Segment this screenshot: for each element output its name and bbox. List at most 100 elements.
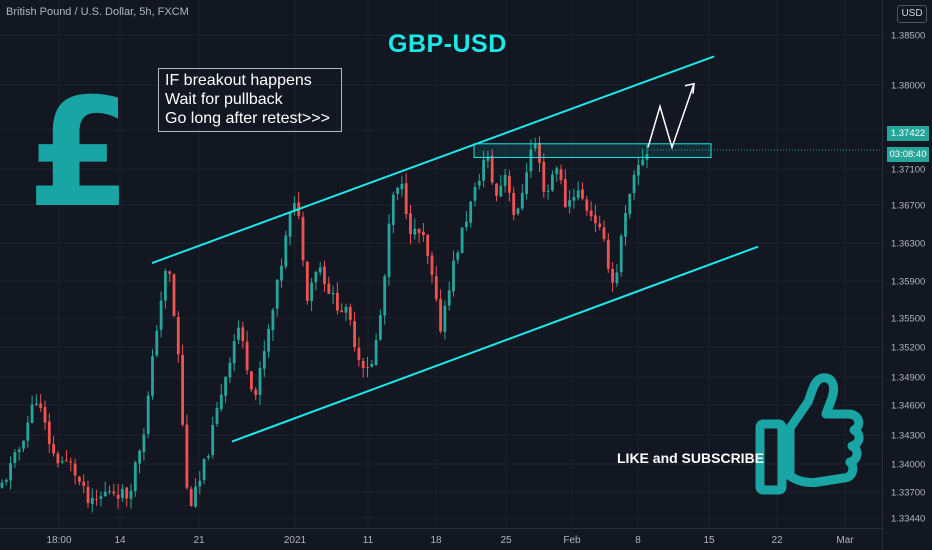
candle-body [374,339,378,366]
candle-body [327,283,331,294]
time-tick-label: 18:00 [46,535,71,546]
candle-body [391,194,395,225]
candle-body [47,421,51,444]
time-axis: 18:00 14 21 2021 11 18 25 Feb 8 15 22 Mar [46,535,854,546]
candle-body [563,179,567,208]
candle-body [99,496,103,499]
candle-body [576,190,580,198]
candle-body [138,450,141,464]
candle-body [90,497,94,505]
candle-body [30,404,34,423]
resistance-zone [473,143,712,158]
candle-body [568,200,571,207]
candle-body [164,270,167,301]
candle-body [60,461,64,463]
candle-body [323,266,326,284]
candle-body [353,321,356,348]
candle-body [314,271,318,283]
price-tick-label: 1.34600 [891,401,925,412]
candle-body [176,316,180,355]
candle-body [447,290,451,306]
candle-body [103,491,107,497]
candle-body [26,422,30,441]
candle-body [0,482,4,488]
candle-body [589,210,593,217]
candle-body [572,197,576,201]
candle-body [383,276,387,316]
price-tick-label: 1.34000 [891,460,925,471]
candle-body [237,327,240,340]
candle-body [17,449,21,452]
candle-body [86,486,90,503]
price-axis-separator [882,0,883,550]
icons: £ [27,67,864,495]
candle-body [615,272,619,284]
note-line: IF breakout happens [165,72,312,89]
candle-body [465,221,468,228]
candle-body [151,356,154,396]
time-tick-label: 21 [193,535,205,546]
candle-body [495,183,498,196]
candle-body [241,327,245,342]
candle-body [39,403,43,408]
currency-button[interactable]: USD [897,5,927,23]
candle-body [598,223,602,227]
pound-sign-icon: £ [27,67,131,241]
thumb-hand [785,373,864,487]
countdown-label: 03:08:40 [887,147,929,162]
price-tick-label: 1.33440 [891,514,925,525]
candle-body [602,227,606,239]
thumbs-up-icon [755,373,864,495]
candle-body [340,310,344,313]
candle-body [546,190,550,192]
candle-body [189,488,193,506]
candle-body [413,228,417,235]
candle-body [456,252,460,260]
candle-body [9,463,12,481]
candle-body [288,211,292,237]
candle-body [194,486,197,507]
candle-body [116,494,120,499]
channel-upper-line [151,55,715,265]
note-line: Wait for pullback [165,91,283,108]
candle-body [219,394,223,410]
price-tick-label: 1.35500 [891,314,925,325]
candle-body [460,227,464,254]
candle-body [490,155,494,183]
candle-body [155,330,159,356]
candle-body [430,255,434,275]
candle-body [250,371,253,390]
price-tick-label: 1.35900 [891,277,925,288]
candle-body [198,480,202,487]
candle-body [542,161,546,192]
candle-body [344,306,348,313]
candle-body [95,498,98,500]
candle-body [275,279,279,309]
price-tick-label: 1.38500 [891,31,925,42]
candle-body [142,434,146,452]
candle-body [632,174,636,193]
candle-body [284,235,288,267]
candle-body [224,377,227,396]
candle-body [56,453,60,464]
candle-body [508,175,511,193]
candle-body [404,183,408,215]
projection-path [647,83,695,150]
candle-body [271,309,275,331]
candle-body [133,462,137,492]
candle-body [606,239,610,269]
time-tick-label: 15 [703,535,715,546]
candle-body [426,234,430,257]
candle-body [172,274,176,317]
candle-body [538,142,541,163]
candle-body [146,395,150,434]
time-tick-label: Mar [836,535,854,546]
drawings [151,55,882,443]
candle-body [581,189,584,199]
candle-body [125,487,129,499]
candle-body [422,231,425,236]
candle-body [370,364,374,367]
candle-body [258,368,262,395]
